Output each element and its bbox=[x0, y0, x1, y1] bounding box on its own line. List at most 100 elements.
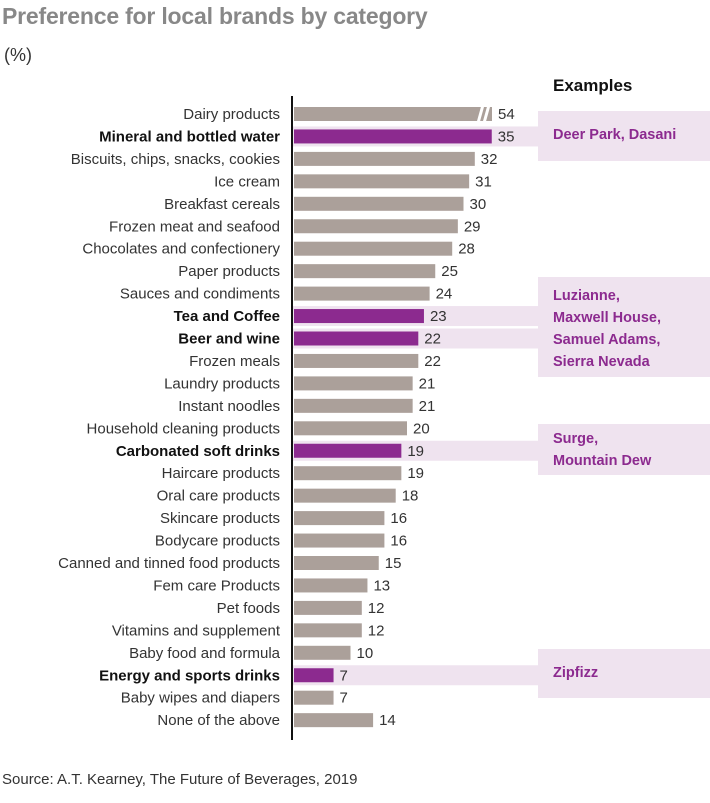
category-label: Ice cream bbox=[214, 173, 280, 190]
category-label: Sauces and condiments bbox=[120, 286, 280, 303]
bar bbox=[294, 151, 475, 166]
value-label: 31 bbox=[475, 173, 492, 190]
value-label: 19 bbox=[407, 443, 424, 460]
value-label: 16 bbox=[390, 510, 407, 527]
example-text-soft-drinks: Surge, Mountain Dew bbox=[553, 428, 651, 472]
bar bbox=[294, 129, 492, 144]
highlight-band bbox=[292, 665, 538, 686]
category-label: Fem care Products bbox=[153, 577, 280, 594]
value-label: 32 bbox=[481, 151, 498, 168]
value-label: 18 bbox=[402, 488, 419, 505]
bar bbox=[294, 264, 436, 279]
value-label: 20 bbox=[413, 420, 430, 437]
category-label: Chocolates and confectionery bbox=[82, 241, 280, 258]
example-line: Luzianne, bbox=[553, 288, 620, 304]
category-label: None of the above bbox=[157, 712, 280, 729]
example-line: Mountain Dew bbox=[553, 453, 652, 469]
unit-label: (%) bbox=[4, 45, 32, 65]
value-label: 19 bbox=[407, 465, 424, 482]
value-label: 21 bbox=[419, 398, 436, 415]
category-label: Baby wipes and diapers bbox=[121, 690, 280, 707]
value-label: 21 bbox=[419, 375, 436, 392]
value-label: 25 bbox=[441, 263, 458, 280]
value-label: 22 bbox=[424, 353, 441, 370]
bar bbox=[294, 713, 374, 728]
bar bbox=[294, 398, 413, 413]
category-label: Mineral and bottled water bbox=[99, 128, 280, 145]
bar bbox=[294, 174, 470, 189]
category-label: Baby food and formula bbox=[129, 645, 281, 662]
value-label: 22 bbox=[424, 331, 441, 348]
value-label: 16 bbox=[390, 533, 407, 550]
category-label: Household cleaning products bbox=[87, 420, 280, 437]
category-label: Biscuits, chips, snacks, cookies bbox=[71, 151, 280, 168]
axis-break-mark bbox=[482, 104, 491, 124]
value-label: 15 bbox=[385, 555, 402, 572]
bar bbox=[294, 309, 424, 324]
value-label: 29 bbox=[464, 218, 481, 235]
bar bbox=[294, 421, 407, 436]
example-line: Surge, bbox=[553, 431, 599, 447]
bar bbox=[294, 578, 368, 593]
category-label: Bodycare products bbox=[155, 533, 280, 550]
example-line: Samuel Adams, bbox=[553, 332, 661, 348]
example-line: Maxwell House, bbox=[553, 310, 661, 326]
example-box-energy bbox=[538, 649, 710, 698]
example-line: Zipfizz bbox=[553, 665, 599, 681]
bar-chart: Dairy products 54 Mineral and bottled wate… bbox=[58, 96, 538, 740]
example-box-water bbox=[538, 111, 710, 161]
bar bbox=[294, 533, 385, 548]
bar bbox=[294, 600, 362, 615]
value-label: 7 bbox=[340, 667, 348, 684]
bar bbox=[294, 353, 419, 368]
category-label: Skincare products bbox=[160, 510, 280, 527]
bar bbox=[294, 690, 334, 705]
value-label: 7 bbox=[340, 690, 348, 707]
category-label: Canned and tinned food products bbox=[58, 555, 280, 572]
category-label: Breakfast cereals bbox=[164, 196, 280, 213]
value-label: 13 bbox=[373, 577, 390, 594]
category-label: Frozen meals bbox=[189, 353, 280, 370]
example-text-energy: Zipfizz bbox=[553, 662, 598, 684]
example-box-tea-beer bbox=[538, 277, 710, 377]
bar bbox=[294, 466, 402, 481]
examples-header: Examples bbox=[553, 76, 633, 95]
value-label: 35 bbox=[498, 128, 515, 145]
bar bbox=[294, 443, 402, 458]
category-label: Laundry products bbox=[164, 375, 280, 392]
category-label: Tea and Coffee bbox=[174, 308, 280, 325]
category-label: Frozen meat and seafood bbox=[109, 218, 280, 235]
category-label: Pet foods bbox=[217, 600, 280, 617]
value-label: 54 bbox=[498, 106, 515, 123]
category-label: Energy and sports drinks bbox=[99, 667, 280, 684]
category-label: Carbonated soft drinks bbox=[116, 443, 280, 460]
category-label: Oral care products bbox=[157, 488, 280, 505]
bar bbox=[294, 645, 351, 660]
category-label: Beer and wine bbox=[178, 331, 280, 348]
category-label: Vitamins and supplement bbox=[112, 622, 281, 639]
category-label: Paper products bbox=[178, 263, 280, 280]
value-label: 28 bbox=[458, 241, 475, 258]
value-label: 24 bbox=[436, 286, 453, 303]
bar bbox=[294, 556, 379, 570]
bar bbox=[294, 511, 385, 526]
bar bbox=[294, 196, 464, 211]
axis-break-mark bbox=[476, 104, 485, 124]
value-label: 23 bbox=[430, 308, 447, 325]
example-text-tea-beer: Luzianne, Maxwell House, Samuel Adams, S… bbox=[553, 285, 661, 373]
bar bbox=[294, 241, 453, 256]
bar bbox=[294, 488, 396, 503]
bar bbox=[294, 668, 334, 683]
category-label: Dairy products bbox=[183, 106, 280, 123]
bar bbox=[294, 286, 430, 301]
example-box-soft-drinks bbox=[538, 424, 710, 475]
bar bbox=[294, 623, 362, 638]
category-label: Haircare products bbox=[162, 465, 280, 482]
value-label: 12 bbox=[368, 600, 385, 617]
source-note: Source: A.T. Kearney, The Future of Beve… bbox=[2, 771, 358, 788]
example-line: Deer Park, Dasani bbox=[553, 127, 677, 143]
bar bbox=[294, 376, 413, 391]
bar bbox=[294, 219, 458, 234]
value-label: 12 bbox=[368, 622, 385, 639]
bar bbox=[294, 331, 419, 346]
